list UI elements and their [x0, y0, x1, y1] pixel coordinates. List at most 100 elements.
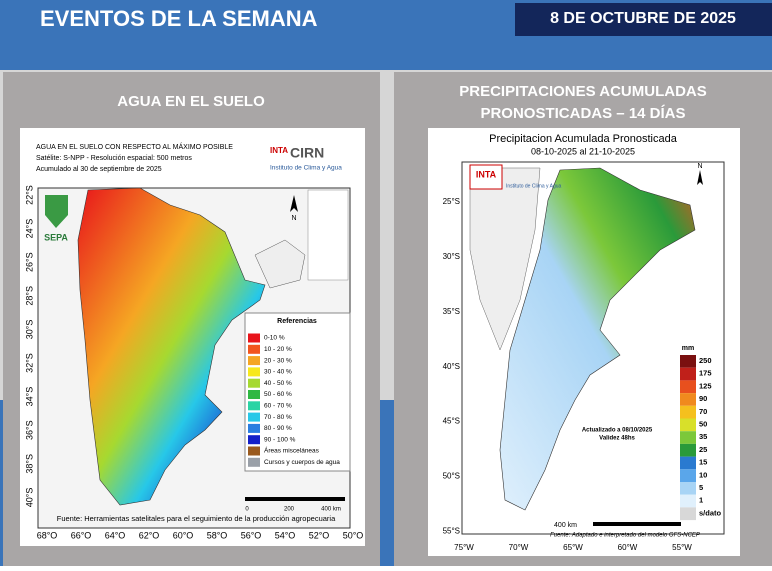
lon-label: 58°O — [207, 530, 228, 540]
lon-label: 55°W — [672, 543, 692, 552]
legend-swatch — [680, 482, 696, 495]
logo: INTA — [476, 169, 497, 179]
legend-label: 40 - 50 % — [264, 380, 292, 387]
north-arrow — [290, 195, 298, 212]
legend-label: 5 — [699, 483, 703, 492]
legend-swatch — [248, 344, 260, 354]
legend-label: s/dato — [699, 508, 722, 517]
scale-label: 400 km — [321, 507, 341, 513]
lon-label: 75°W — [454, 543, 474, 552]
legend-label: 15 — [699, 458, 707, 467]
logo: CIRN — [290, 145, 324, 161]
lon-label: 66°O — [71, 530, 92, 540]
legend-swatch — [680, 456, 696, 470]
logo: SEPA — [44, 232, 68, 242]
legend-label: 80 - 90 % — [264, 425, 292, 432]
lon-label: 54°O — [275, 530, 296, 540]
lon-label: 64°O — [105, 530, 126, 540]
map-heading: Precipitacion Acumulada Pronosticada — [489, 133, 678, 145]
lat-label: 40°S — [443, 362, 460, 371]
legend-swatch — [680, 380, 696, 394]
legend-label: Cursos y cuerpos de agua — [264, 459, 340, 466]
header-title: EVENTOS DE LA SEMANA — [40, 6, 318, 31]
date-box — [515, 3, 772, 36]
legend-swatch — [248, 390, 260, 399]
legend-label: 50 — [699, 419, 707, 428]
legend-label: 25 — [699, 445, 707, 454]
lat-label: 45°S — [443, 417, 460, 426]
legend-swatch — [248, 378, 260, 388]
legend-label: 35 — [699, 432, 707, 441]
map-footer: Fuente: Adaptado e interpretado del mode… — [550, 533, 700, 539]
legend-box — [244, 312, 351, 472]
legend-label: 0-10 % — [264, 335, 285, 342]
logo: Instituto de Clima y Agua — [270, 165, 342, 172]
legend-label: 20 - 30 % — [264, 357, 292, 364]
legend-label: 70 - 80 % — [264, 414, 292, 421]
legend-swatch — [248, 401, 260, 411]
legend-label: 10 — [699, 470, 707, 479]
lon-label: 52°O — [309, 530, 330, 540]
legend-label: 60 - 70 % — [264, 403, 292, 410]
scale-label: 200 — [284, 507, 295, 513]
legend-swatch — [680, 355, 696, 368]
soil-map — [77, 187, 266, 506]
legend-unit: mm — [682, 345, 694, 352]
lon-label: 50°O — [343, 530, 364, 540]
legend-swatch — [248, 367, 260, 377]
legend-label: 10 - 20 % — [264, 346, 292, 353]
lat-label: 38°S — [24, 454, 34, 474]
inta-logo — [469, 164, 503, 190]
map-heading: AGUA EN EL SUELO CON RESPECTO AL MÁXIMO … — [36, 142, 233, 151]
lon-label: 70°W — [509, 543, 529, 552]
lat-label: 24°S — [24, 219, 34, 239]
scale-bar — [593, 522, 681, 526]
lat-label: 30°S — [24, 320, 34, 340]
legend-swatch — [680, 507, 696, 521]
lon-label: 65°W — [563, 543, 583, 552]
legend-label: 90 — [699, 394, 707, 403]
lon-label: 60°W — [618, 543, 638, 552]
lat-label: 28°S — [24, 286, 34, 306]
lon-label: 62°O — [139, 530, 160, 540]
panel-title: PRONOSTICADAS – 14 DÍAS — [480, 105, 685, 122]
legend-swatch — [248, 457, 260, 467]
lat-label: 26°S — [24, 252, 34, 272]
legend-label: 250 — [699, 356, 712, 365]
lat-label: 36°S — [24, 420, 34, 440]
lat-label: 50°S — [443, 472, 460, 481]
legend-swatch — [248, 412, 260, 422]
legend-swatch — [248, 356, 260, 366]
legend-swatch — [680, 494, 696, 508]
legend-label: 50 - 60 % — [264, 391, 292, 398]
legend-title: Referencias — [277, 318, 317, 325]
header-date: 8 DE OCTUBRE DE 2025 — [550, 10, 736, 27]
panel-title: PRECIPITACIONES ACUMULADAS — [459, 83, 707, 100]
scale-label: 400 km — [554, 522, 577, 529]
legend-swatch — [680, 431, 696, 444]
rain-map — [499, 167, 696, 511]
map-heading: 08-10-2025 al 21-10-2025 — [531, 146, 635, 156]
lon-label: 68°O — [37, 530, 58, 540]
legend-swatch — [680, 469, 696, 482]
legend-swatch — [248, 333, 260, 343]
legend-label: 30 - 40 % — [264, 369, 292, 376]
logo: INTA — [270, 146, 288, 155]
panel-title: AGUA EN EL SUELO — [117, 93, 265, 110]
scale-bar — [245, 497, 345, 501]
lat-label: 32°S — [24, 353, 34, 373]
legend-label: 90 - 100 % — [264, 436, 296, 443]
north-label: N — [291, 215, 296, 222]
map-footer: Fuente: Herramientas satelitales para el… — [57, 514, 336, 523]
legend-label: 125 — [699, 381, 712, 390]
lat-label: 30°S — [443, 252, 460, 261]
legend-swatch — [248, 446, 260, 456]
lat-label: 25°S — [443, 197, 460, 206]
legend-swatch — [680, 405, 696, 419]
legend-swatch — [680, 393, 696, 406]
logo: Instituto de Clima y Agua — [506, 183, 562, 189]
lat-label: 22°S — [24, 185, 34, 205]
map-note: Actualizado a 08/10/2025 — [582, 428, 653, 434]
legend-swatch — [680, 367, 696, 381]
